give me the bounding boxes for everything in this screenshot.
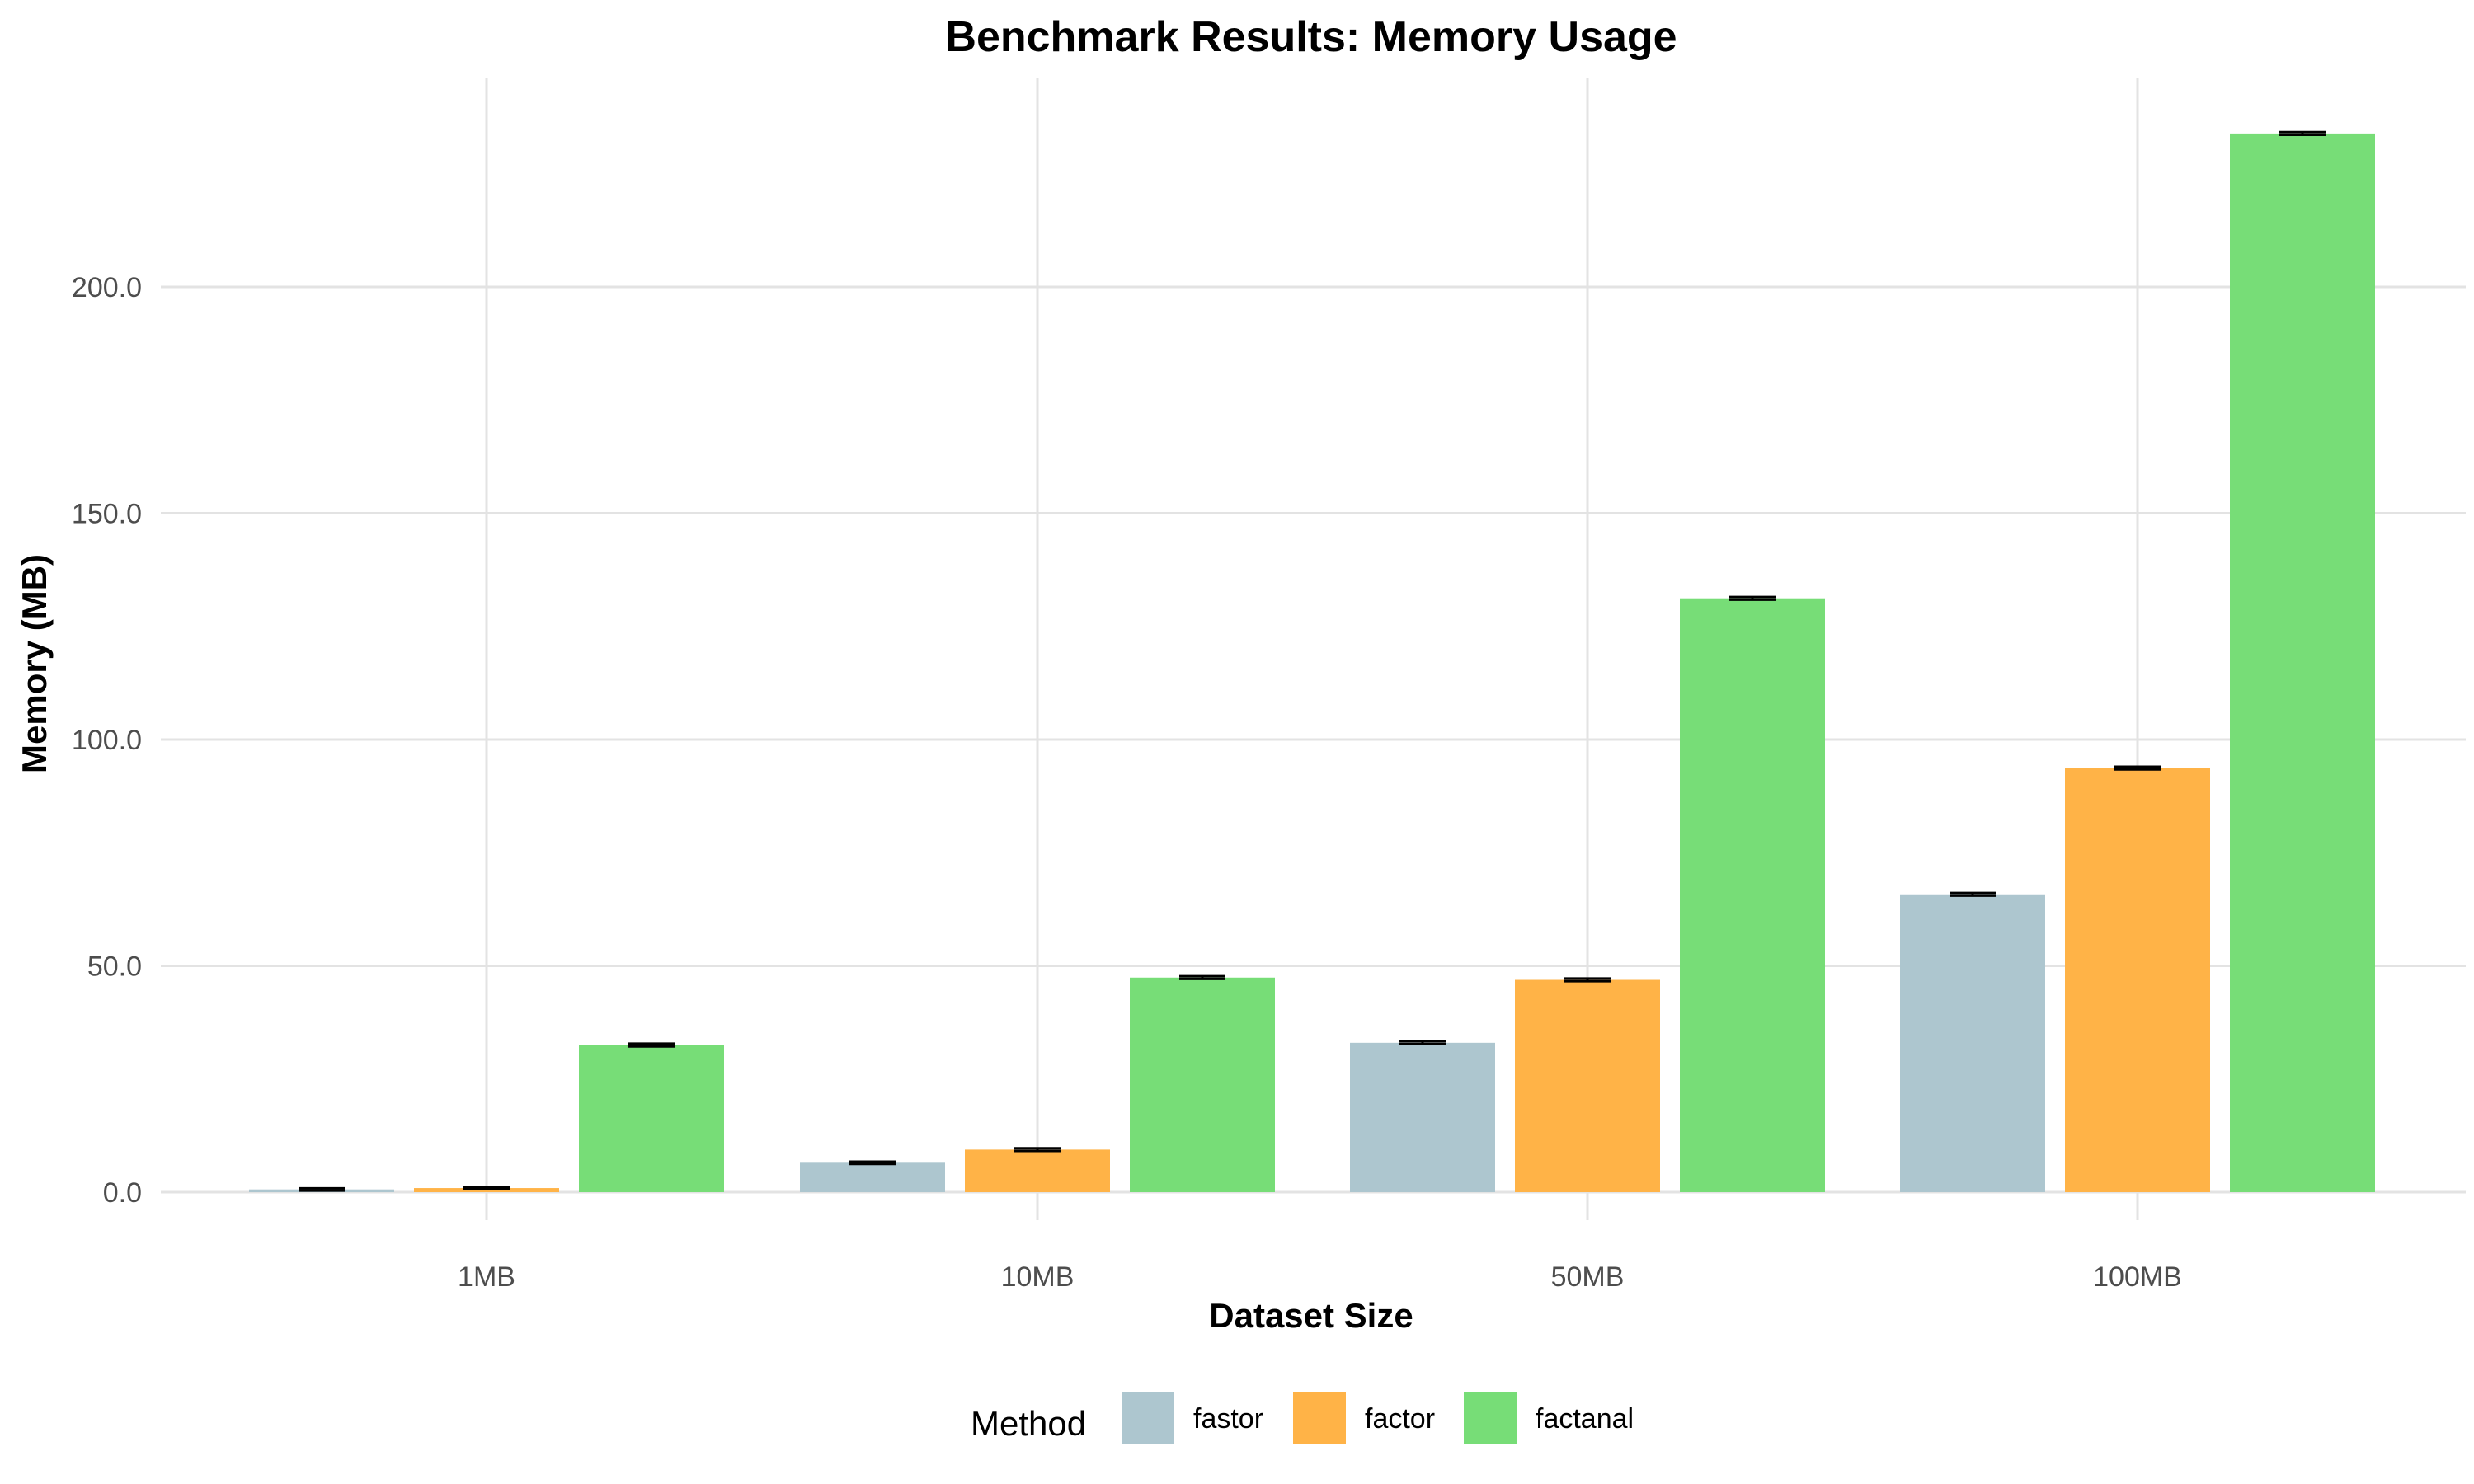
error-bar-factanal-1MB [628,1042,675,1048]
error-bar-fastor-10MB [849,1160,896,1166]
error-bar-factor-1MB [463,1186,510,1190]
error-bar-factor-100MB [2114,765,2161,771]
y-axis-title: Memory (MB) [15,554,54,773]
y-axis-ticks: 0.0 50.0 100.0 150.0 200.0 [72,272,142,1209]
error-bar-fastor-100MB [1950,891,1996,897]
bar-factanal-100MB [2230,133,2375,1192]
y-tick-label: 100.0 [72,725,142,756]
y-tick-label: 200.0 [72,272,142,303]
bar-fastor-100MB [1900,894,2045,1192]
bar-fastor-50MB [1350,1042,1495,1192]
bar-factor-10MB [965,1149,1110,1192]
bar-factanal-10MB [1130,977,1275,1192]
x-tick-label: 1MB [458,1261,515,1293]
error-bar-factanal-10MB [1179,974,1225,980]
bar-factanal-50MB [1680,598,1825,1192]
legend-key-factor [1293,1392,1346,1444]
error-bar-fastor-50MB [1399,1040,1446,1045]
bar-factanal-1MB [579,1045,724,1192]
legend-key-fastor [1122,1392,1174,1444]
legend: Method fastor factor factanal [971,1392,1634,1444]
error-bar-factor-50MB [1564,977,1611,983]
y-tick-label: 0.0 [103,1177,142,1209]
bar-fastor-10MB [800,1162,945,1192]
legend-key-factanal [1464,1392,1517,1444]
bar-factor-100MB [2065,768,2210,1192]
error-bars-layer [299,130,2326,1192]
error-bar-factanal-50MB [1729,595,1776,601]
bars-layer [249,133,2375,1192]
error-bar-fastor-1MB [299,1186,345,1192]
x-axis-title: Dataset Size [1209,1296,1413,1335]
error-bar-factor-10MB [1014,1147,1061,1153]
x-axis-ticks: 1MB 10MB 50MB 100MB [458,1261,2182,1293]
x-tick-label: 100MB [2093,1261,2182,1293]
y-tick-label: 50.0 [87,951,142,983]
legend-label-factanal: factanal [1536,1403,1634,1435]
legend-title: Method [971,1404,1086,1443]
legend-label-factor: factor [1365,1403,1435,1435]
chart-title: Benchmark Results: Memory Usage [945,13,1677,61]
x-tick-label: 10MB [1001,1261,1075,1293]
legend-items: fastor factor factanal [1122,1392,1634,1444]
y-tick-label: 150.0 [72,499,142,530]
error-bar-factanal-100MB [2279,130,2326,137]
x-tick-label: 50MB [1551,1261,1625,1293]
legend-label-fastor: fastor [1193,1403,1263,1435]
bar-factor-50MB [1515,979,1660,1192]
